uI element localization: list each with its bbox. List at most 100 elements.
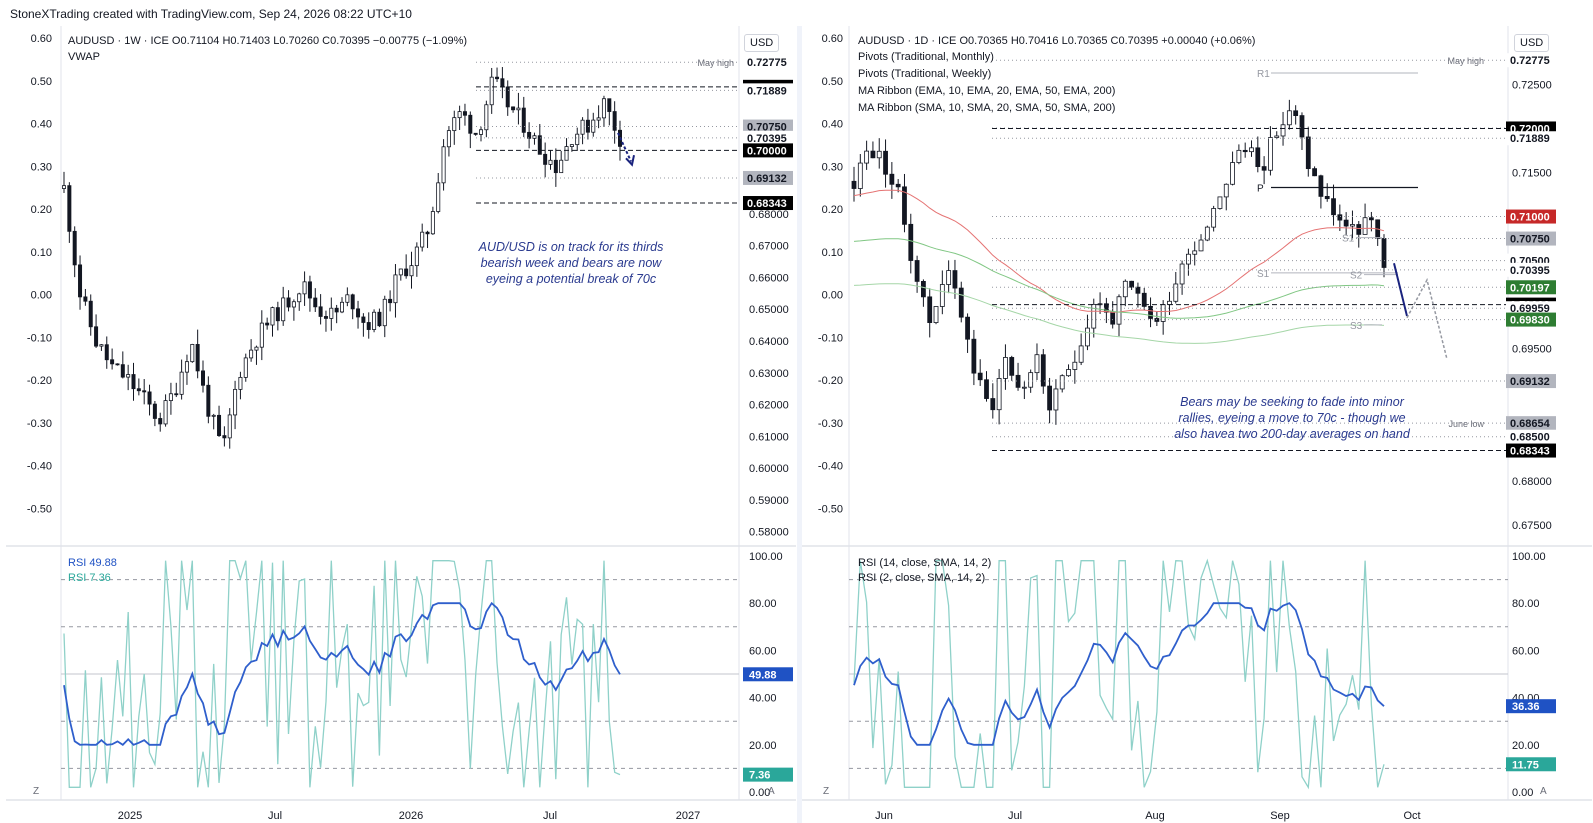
left-axis-tick-label: -0.20: [818, 375, 843, 387]
plot-background: [849, 26, 1508, 792]
header-credit: StoneXTrading created with TradingView.c…: [10, 7, 412, 21]
weekly-note-line2: bearish week and bears are now: [480, 256, 662, 270]
rsi-badge-text: 11.75: [1512, 759, 1539, 771]
candle-body: [1122, 280, 1128, 298]
price-label-box: [1506, 53, 1556, 68]
rsi-axis-label: 100.00: [749, 551, 783, 563]
zoom-button-right[interactable]: Z: [823, 786, 830, 797]
pivot-label: S1: [1342, 234, 1355, 245]
price-axis-tick-label: 0.62000: [749, 400, 789, 412]
auto-scale-button-right[interactable]: A: [1540, 786, 1547, 797]
candle-body: [254, 346, 259, 351]
candle-body: [281, 297, 286, 322]
candle-body: [372, 311, 377, 330]
zoom-button-left[interactable]: Z: [33, 786, 40, 797]
left-axis-tick-label: -0.30: [818, 418, 843, 430]
candle-body: [99, 344, 104, 347]
bearish-arrow-solid: [1393, 262, 1408, 317]
vwap-legend: VWAP: [68, 51, 100, 63]
candle-body: [1268, 137, 1273, 171]
candle-body: [1192, 250, 1198, 255]
candle-body: [1034, 354, 1040, 374]
candle-body: [596, 117, 601, 121]
candle-body: [227, 414, 232, 439]
candle-body: [286, 297, 291, 308]
price-label-text: 0.68343: [1510, 446, 1550, 458]
candle-body: [430, 211, 435, 235]
weekly-note-line1: AUD/USD is on track for its thirds: [478, 240, 664, 254]
price-label-text: 0.69830: [1510, 315, 1550, 327]
price-label-text: 0.71889: [1510, 133, 1550, 145]
daily-chart-panel[interactable]: 0.60 0.50 0.40 0.30 0.20 0.10 0.00 -0.10 -0.20 -0…: [802, 26, 1592, 823]
candle-body: [275, 307, 280, 322]
daily-chart-svg[interactable]: 0.60 0.50 0.40 0.30 0.20 0.10 0.00 -0.10 -0.20 -0…: [802, 26, 1592, 823]
candle-body: [414, 246, 419, 267]
candle-body: [457, 111, 462, 119]
candle-body: [1129, 280, 1135, 288]
price-label-text: 0.70750: [1510, 234, 1550, 246]
candle-body: [500, 78, 505, 88]
candle-body: [195, 344, 200, 372]
candle-body: [1299, 115, 1305, 138]
left-axis-tick-label: 0.50: [822, 76, 843, 88]
rsi-badge: [743, 767, 793, 782]
left-axis-tick-label: 0.50: [31, 76, 52, 88]
candle-body: [965, 316, 970, 340]
candle-body: [1116, 296, 1122, 325]
left-axis-tick-label: -0.10: [818, 332, 843, 344]
price-label-text: 0.69132: [1510, 376, 1550, 388]
candle-body: [1009, 357, 1015, 376]
candle-body: [1141, 292, 1147, 307]
candle-body: [1160, 304, 1166, 322]
candle-body: [1179, 263, 1185, 285]
time-axis-label: Jul: [543, 810, 557, 822]
bearish-arrow-path: [617, 132, 632, 162]
candle-body: [72, 230, 77, 266]
candle-body: [895, 183, 901, 188]
time-axis-label: Jul: [268, 810, 282, 822]
time-axis-label: 2026: [399, 810, 423, 822]
candle-body: [1167, 300, 1172, 306]
candle-body: [88, 300, 93, 328]
candle-body: [473, 132, 478, 135]
candle-body: [1198, 239, 1204, 252]
candle-body: [377, 311, 382, 327]
candle-body: [1331, 198, 1336, 216]
candle-body: [1305, 136, 1311, 170]
rsi-badge-text: 36.36: [1512, 701, 1540, 713]
candle-body: [110, 359, 115, 365]
price-label-box: [1506, 443, 1556, 458]
sma-ribbon-legend: MA Ribbon (SMA, 10, SMA, 20, SMA, 50, SM…: [858, 102, 1116, 114]
candle-body: [575, 133, 580, 146]
candle-body: [1274, 135, 1280, 138]
daily-annotation: Bears may be seeking to fade into minor …: [1162, 394, 1422, 442]
weekly-annotation: AUD/USD is on track for its thirds beari…: [451, 239, 691, 287]
weekly-chart-svg[interactable]: 0.60 0.50 0.40 0.30 0.20 0.10 0.00 -0.10 -0.20 -0…: [6, 26, 796, 823]
price-label-box: [743, 196, 793, 211]
candle-body: [1047, 385, 1052, 411]
price-label-text: 0.72775: [1510, 55, 1550, 67]
candle-body: [851, 180, 857, 189]
ema-ribbon-legend: MA Ribbon (EMA, 10, EMA, 20, EMA, 50, EM…: [858, 85, 1116, 97]
candle-body: [436, 182, 441, 212]
currency-button-right[interactable]: USD: [1514, 34, 1550, 52]
rsi14-line: [853, 602, 1385, 746]
price-axis-tick-label: 0.72500: [1512, 79, 1552, 91]
price-label-text: 0.70000: [747, 145, 787, 157]
currency-button-left[interactable]: USD: [744, 34, 780, 52]
price-label-text: 0.71000: [1510, 212, 1550, 224]
left-axis-tick-label: -0.30: [27, 418, 52, 430]
candle-body: [1091, 303, 1097, 329]
rsi-axis-label: 20.00: [749, 740, 777, 752]
candle-body: [889, 173, 895, 185]
candle-body: [190, 344, 195, 363]
rsi-axis-label: 80.00: [749, 598, 777, 610]
candle-body: [1324, 195, 1330, 200]
candle-body: [580, 119, 585, 135]
candle-body: [1217, 196, 1223, 209]
weekly-chart-panel[interactable]: 0.60 0.50 0.40 0.30 0.20 0.10 0.00 -0.10 -0.20 -0…: [6, 26, 796, 823]
candle-body: [883, 150, 888, 175]
moving-average-line: [853, 283, 1385, 344]
auto-scale-button-left[interactable]: A: [768, 786, 775, 797]
price-label-text: 0.70750: [747, 122, 787, 134]
